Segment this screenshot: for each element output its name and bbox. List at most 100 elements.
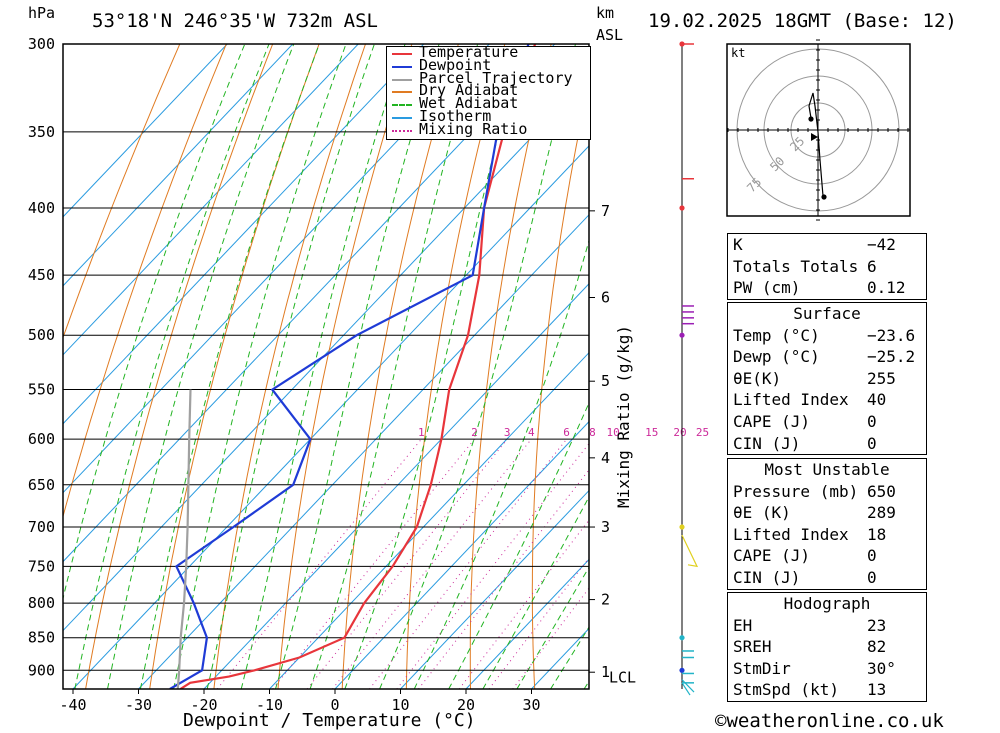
index-label: θE (K) [733,503,791,523]
x-tick-label: -40 [59,696,86,714]
index-label: CAPE (J) [733,411,811,431]
index-value: 0 [867,567,877,587]
legend-swatch [392,117,412,119]
index-value: −23.6 [867,325,916,345]
wind-level-dot [679,524,685,530]
wet-adiabat-line [139,44,320,689]
legend-label: Parcel Trajectory [419,68,573,87]
x-tick-label: 20 [457,696,475,714]
index-label: Temp (°C) [733,325,820,345]
index-value: 40 [867,390,887,410]
mixing-ratio-label: 6 [563,426,570,439]
mixing-ratio-line [396,442,589,689]
wet-adiabat-line [107,44,295,689]
mixing-ratio-line [458,519,589,689]
wind-level-dot [679,635,685,641]
index-value: 6 [867,256,877,276]
isotherm-line [63,44,294,287]
legend-item: Temperature [387,44,587,60]
index-row: CIN (J) 0 [728,567,926,589]
index-value: 13 [867,680,887,700]
pressure-tick-label: 750 [28,557,55,575]
index-row: StmDir 30° [728,658,926,680]
index-row: Pressure (mb) 650 [728,481,926,503]
dry-adiabat-line [651,44,691,689]
x-tick-label: 10 [391,696,409,714]
wind-barb [681,534,699,568]
wind-level-dot [679,332,685,338]
isotherm-line [269,351,589,689]
wet-adiabat-line [240,44,406,689]
index-label: θE(K) [733,368,782,388]
table-heading: Most Unstable [764,460,890,479]
index-label: StmSpd (kt) [733,680,839,700]
wind-profile [679,41,699,696]
index-row: EH 23 [728,615,926,637]
index-row: CAPE (J) 0 [728,411,926,433]
dry-adiabat-line [149,44,320,689]
index-row: CIN (J) 0 [728,433,926,455]
x-axis-label: Dewpoint / Temperature (°C) [183,710,476,731]
table-heading: Surface [793,304,861,323]
index-value: 23 [867,615,887,635]
pressure-tick-label: 800 [28,594,55,612]
mixing-ratio-label: 4 [528,426,535,439]
wind-level-dot [679,667,685,673]
index-label: StmDir [733,658,791,678]
hpa-label: hPa [28,4,56,22]
wet-adiabat-line [63,44,246,601]
wet-adiabat-line [74,44,270,689]
index-value: 0 [867,433,877,453]
pressure-tick-label: 600 [28,430,55,448]
km-label: km [596,4,615,22]
wind-level-dot [679,205,685,211]
index-label: EH [733,615,753,635]
index-label: Lifted Index [733,524,849,544]
km-tick-label: 7 [601,202,610,220]
index-label: SREH [733,637,772,657]
chart-axes: 1 2 3 4 6 8 10 15 20 2530035040045050055060065070… [28,35,709,714]
dry-adiabat-line [967,44,1000,689]
plot-frame [62,43,590,690]
mixing-ratio-label: 20 [673,426,686,439]
pressure-tick-label: 700 [28,518,55,536]
dry-adiabat-line [918,44,984,689]
pressure-tick-label: 300 [28,35,55,53]
km-tick-label: 4 [601,449,610,467]
mixing-ratio-label: 2 [471,426,478,439]
temperature-line [179,44,537,689]
index-label: Totals Totals [733,256,859,276]
index-value: 650 [867,481,896,501]
km-tick-label: 6 [601,289,610,307]
index-label: PW (cm) [733,278,801,298]
legend-swatch [392,91,412,94]
index-row: K −42 [728,234,926,256]
legend-label: Dewpoint [419,55,492,74]
hodograph-point [821,194,827,200]
parcel-trajectory-line [176,389,192,689]
km-tick-label: 1 [601,663,610,681]
sounding-lines [169,44,537,689]
legend-box: Temperature Dewpoint Parcel Trajectory Dry … [386,44,591,140]
site-link[interactable]: weatheronline.co.uk [726,710,944,732]
location-title: 53°18'N 246°35'W 732m ASL [92,10,378,32]
index-value: 0 [867,411,877,431]
x-tick-label: -20 [190,696,217,714]
legend-item: Wet Adiabat [387,95,587,111]
asl-label: ASL [596,26,624,44]
legend-label: Isotherm [419,107,492,125]
index-value: 0.12 [867,278,906,298]
legend-item: Dewpoint [387,55,587,74]
copyright[interactable]: ©weatheronline.co.uk [715,710,944,732]
index-value: 82 [867,637,887,657]
x-tick-label: -10 [256,696,283,714]
pressure-tick-label: 900 [28,661,55,679]
isotherm-line [465,558,589,689]
index-label: CAPE (J) [733,546,811,566]
index-row: Dewp (°C) −25.2 [728,346,926,368]
wet-adiabat-line [173,44,347,689]
km-tick-label: 3 [601,518,610,536]
dry-adiabat-line [85,44,274,689]
hodograph-trace [808,92,824,197]
